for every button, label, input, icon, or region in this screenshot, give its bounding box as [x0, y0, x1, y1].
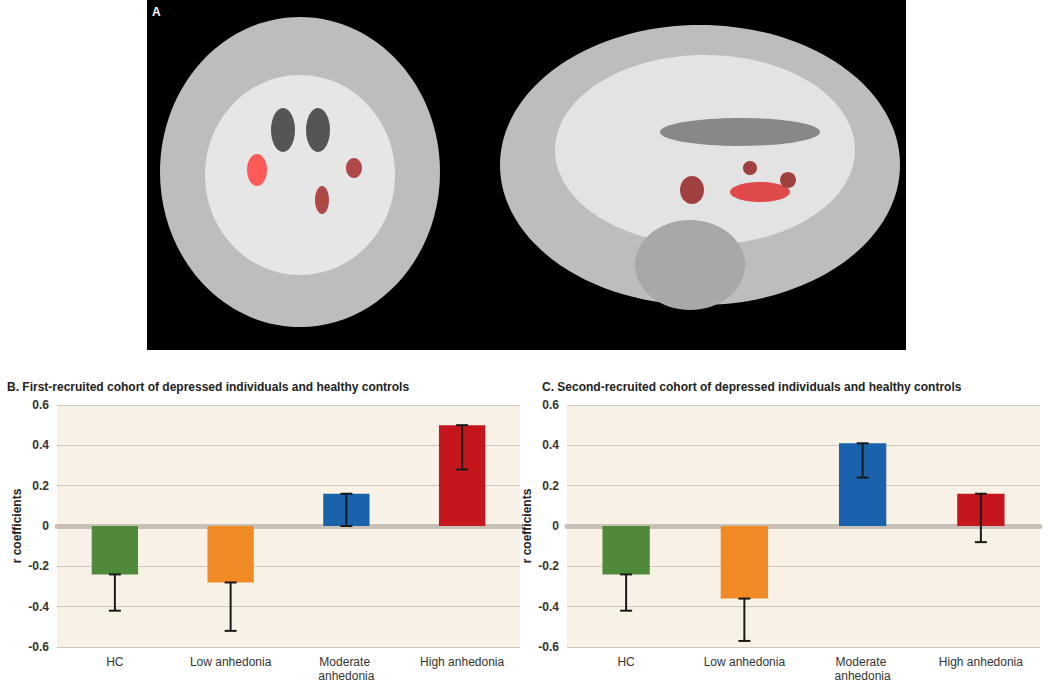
svg-text:anhedonia: anhedonia: [318, 669, 374, 683]
svg-text:r coefficients: r coefficients: [10, 488, 24, 563]
svg-text:B. First-recruited cohort of d: B. First-recruited cohort of depressed i…: [7, 380, 409, 394]
svg-text:0: 0: [42, 519, 49, 533]
svg-text:Low anhedonia: Low anhedonia: [704, 655, 786, 669]
svg-text:-0.6: -0.6: [28, 640, 49, 654]
svg-text:0.2: 0.2: [542, 479, 559, 493]
svg-text:0.6: 0.6: [32, 398, 49, 412]
svg-text:A: A: [152, 5, 161, 19]
svg-text:0.2: 0.2: [32, 479, 49, 493]
svg-text:C. Second-recruited cohort of: C. Second-recruited cohort of depressed …: [542, 380, 962, 394]
svg-text:0.4: 0.4: [32, 438, 49, 452]
svg-text:-0.2: -0.2: [28, 559, 49, 573]
svg-text:0.4: 0.4: [542, 438, 559, 452]
svg-text:Moderate: Moderate: [836, 655, 890, 669]
svg-text:HC: HC: [617, 655, 635, 669]
svg-text:0.6: 0.6: [542, 398, 559, 412]
svg-text:r coefficients: r coefficients: [520, 488, 534, 564]
svg-text:High anhedonia: High anhedonia: [939, 655, 1023, 669]
svg-text:HC: HC: [106, 655, 124, 669]
svg-text:0: 0: [552, 519, 559, 533]
svg-text:High anhedonia: High anhedonia: [420, 655, 504, 669]
svg-text:-0.4: -0.4: [28, 600, 49, 614]
svg-text:Low anhedonia: Low anhedonia: [190, 655, 272, 669]
svg-text:Moderate: Moderate: [319, 655, 373, 669]
svg-text:-0.6: -0.6: [538, 640, 559, 654]
svg-text:-0.4: -0.4: [538, 600, 559, 614]
svg-text:-0.2: -0.2: [538, 559, 559, 573]
svg-text:anhedonia: anhedonia: [835, 669, 891, 683]
